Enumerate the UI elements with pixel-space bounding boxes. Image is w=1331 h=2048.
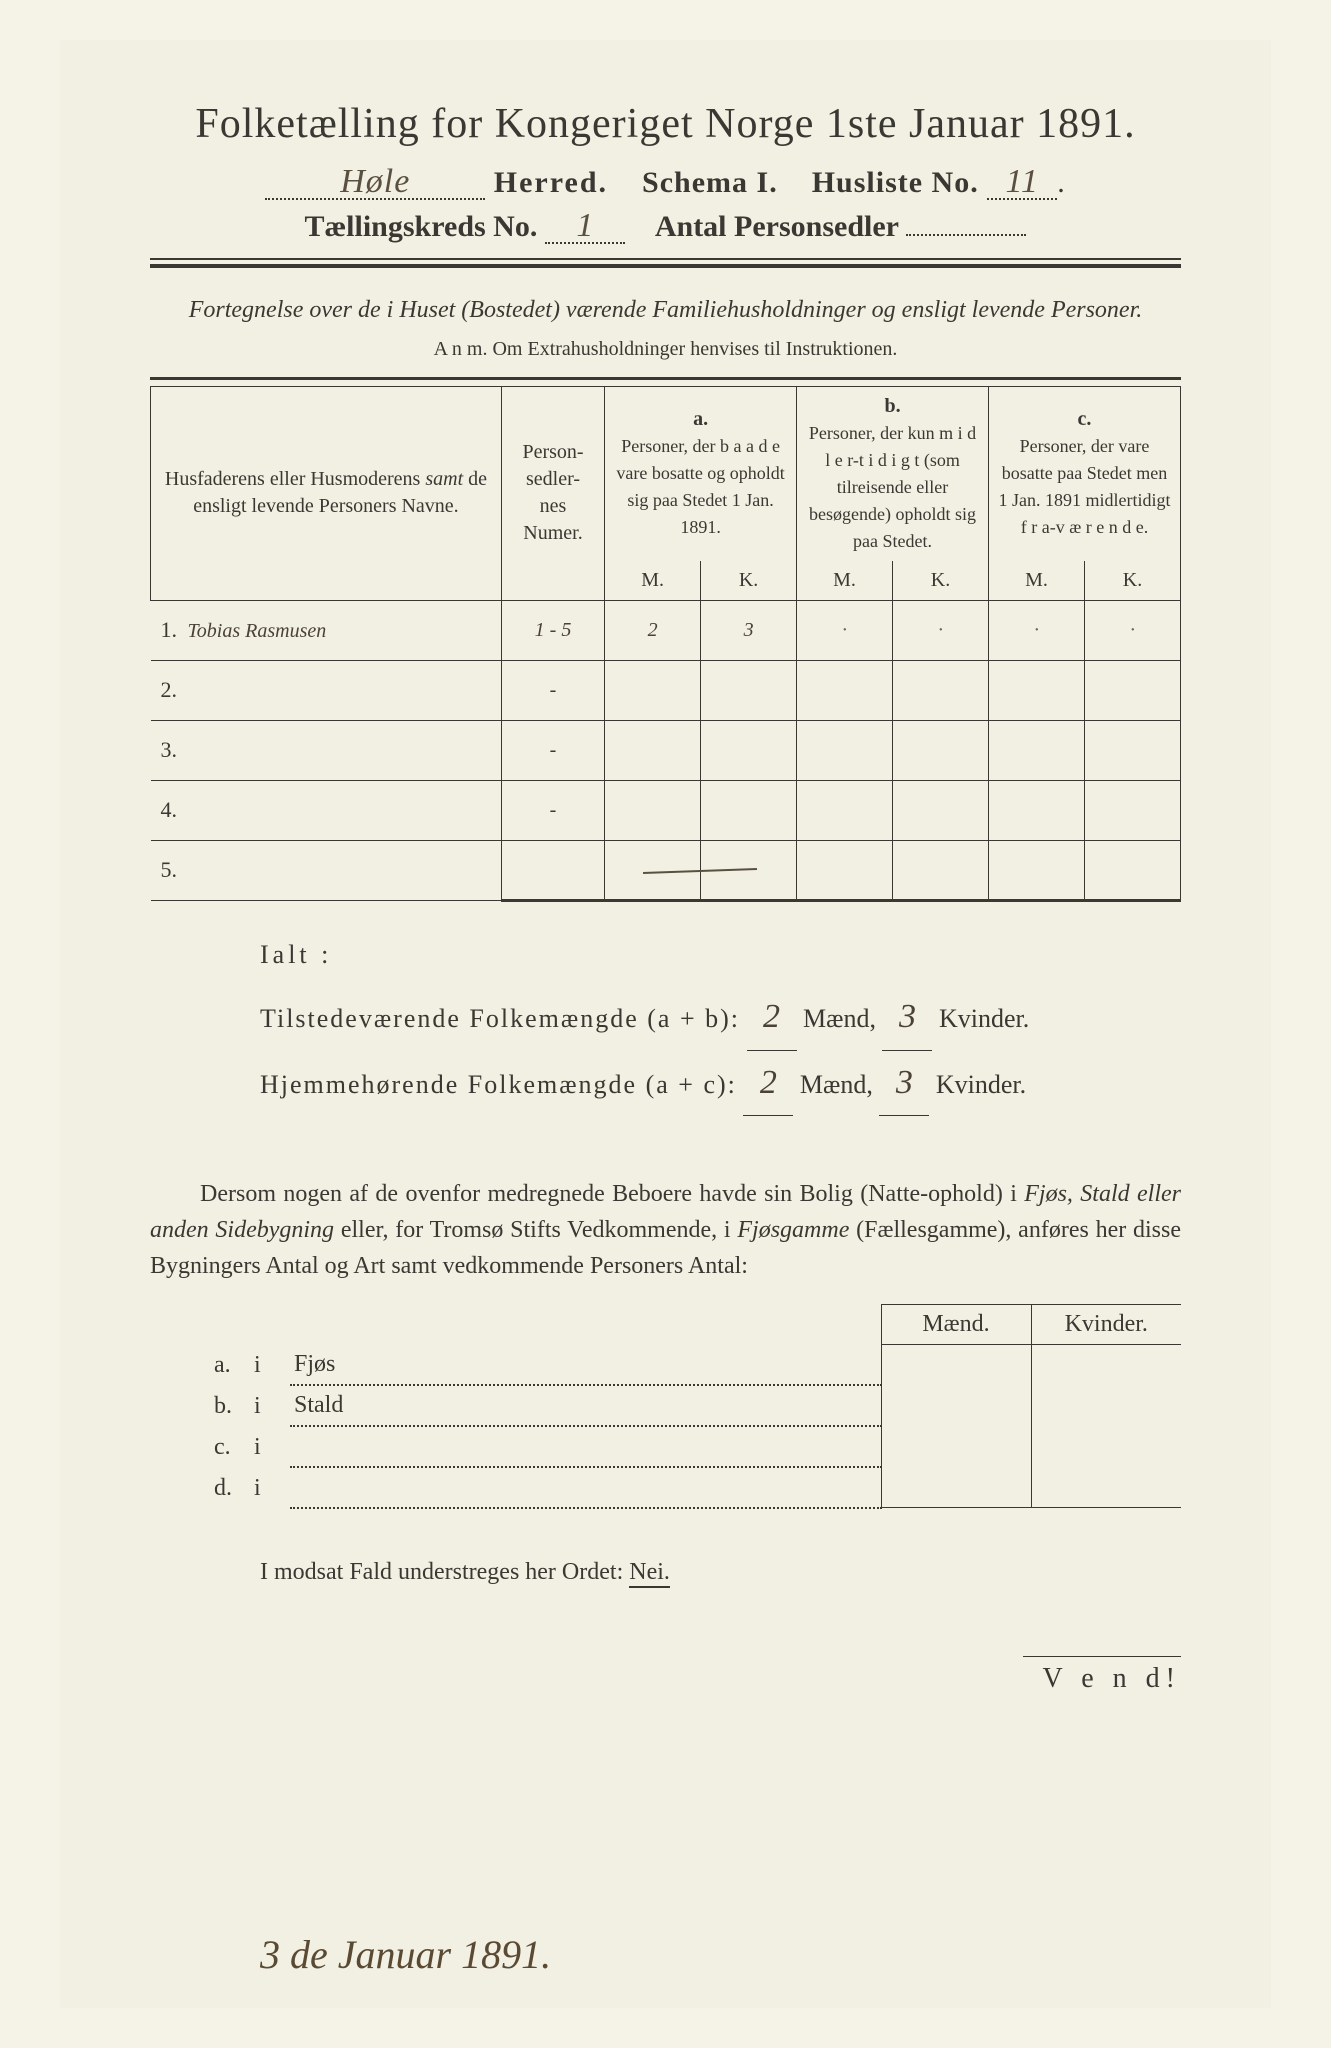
group-a-header: a. Personer, der b a a d e vare bosatte …: [605, 386, 797, 561]
instructions-text: Fortegnelse over de i Huset (Bostedet) v…: [150, 294, 1181, 328]
sub-table: Mænd. Kvinder. a. i Fjøs b. i Stald c. i…: [150, 1304, 1181, 1509]
b-m: M.: [797, 561, 893, 601]
rule-group: [150, 258, 1181, 268]
col-num-header: Person-sedler-nesNumer.: [501, 386, 604, 600]
table-row: 3. -: [151, 720, 1181, 780]
sub-row: d. i: [150, 1467, 1181, 1508]
sub-k-header: Kvinder.: [1031, 1305, 1181, 1345]
table-row: 5.: [151, 840, 1181, 900]
anm-text: A n m. Om Extrahusholdninger henvises ti…: [150, 338, 1181, 361]
herred-line: Høle Herred. Schema I. Husliste No. 11.: [150, 166, 1181, 200]
page-title: Folketælling for Kongeriget Norge 1ste J…: [150, 100, 1181, 148]
herred-value: Høle: [265, 167, 485, 200]
nei-word: Nei.: [629, 1559, 670, 1588]
paragraph: Dersom nogen af de ovenfor medregnede Be…: [150, 1176, 1181, 1284]
b-k: K.: [893, 561, 989, 601]
summary-line-2: Hjemmehørende Folkemængde (a + c): 2 Mæn…: [260, 1051, 1181, 1117]
antal-label: Antal Personsedler: [655, 210, 899, 243]
c-k: K.: [1084, 561, 1180, 601]
husliste-value: 11: [987, 167, 1057, 200]
group-b-header: b. Personer, der kun m i d l e r-t i d i…: [797, 386, 989, 561]
table-row: 4. -: [151, 780, 1181, 840]
sub-row: a. i Fjøs: [150, 1345, 1181, 1385]
a-m: M.: [605, 561, 701, 601]
herred-label: Herred.: [494, 166, 608, 199]
antal-value: [906, 234, 1026, 236]
bottom-date: 3 de Januar 1891.: [260, 1931, 551, 1978]
c-m: M.: [988, 561, 1084, 601]
col-name-header: Husfaderens eller Husmoderens samt de en…: [151, 386, 502, 600]
person-name: Tobias Rasmusen: [188, 620, 327, 642]
schema-label: Schema I.: [642, 166, 778, 199]
ialt-label: Ialt :: [260, 930, 1181, 979]
vend-label: V e n d!: [1023, 1656, 1181, 1695]
summary-line-1: Tilstedeværende Folkemængde (a + b): 2 M…: [260, 985, 1181, 1051]
kreds-line: Tællingskreds No. 1 Antal Personsedler: [150, 210, 1181, 244]
census-form-page: Folketælling for Kongeriget Norge 1ste J…: [60, 40, 1271, 2008]
sub-row: b. i Stald: [150, 1385, 1181, 1426]
table-row: 2. -: [151, 660, 1181, 720]
a-k: K.: [701, 561, 797, 601]
kreds-label: Tællingskreds No.: [305, 210, 538, 243]
kreds-value: 1: [545, 211, 625, 244]
group-c-header: c. Personer, der vare bosatte paa Stedet…: [988, 386, 1180, 561]
table-row: 1. Tobias Rasmusen 1 - 5 2 3 · · · ·: [151, 600, 1181, 660]
census-table: Husfaderens eller Husmoderens samt de en…: [150, 386, 1181, 902]
sub-row: c. i: [150, 1426, 1181, 1467]
husliste-label: Husliste No.: [812, 166, 979, 199]
nei-line: I modsat Fald understreges her Ordet: Ne…: [150, 1559, 1181, 1586]
summary-block: Ialt : Tilstedeværende Folkemængde (a + …: [150, 930, 1181, 1117]
sub-m-header: Mænd.: [881, 1305, 1031, 1345]
